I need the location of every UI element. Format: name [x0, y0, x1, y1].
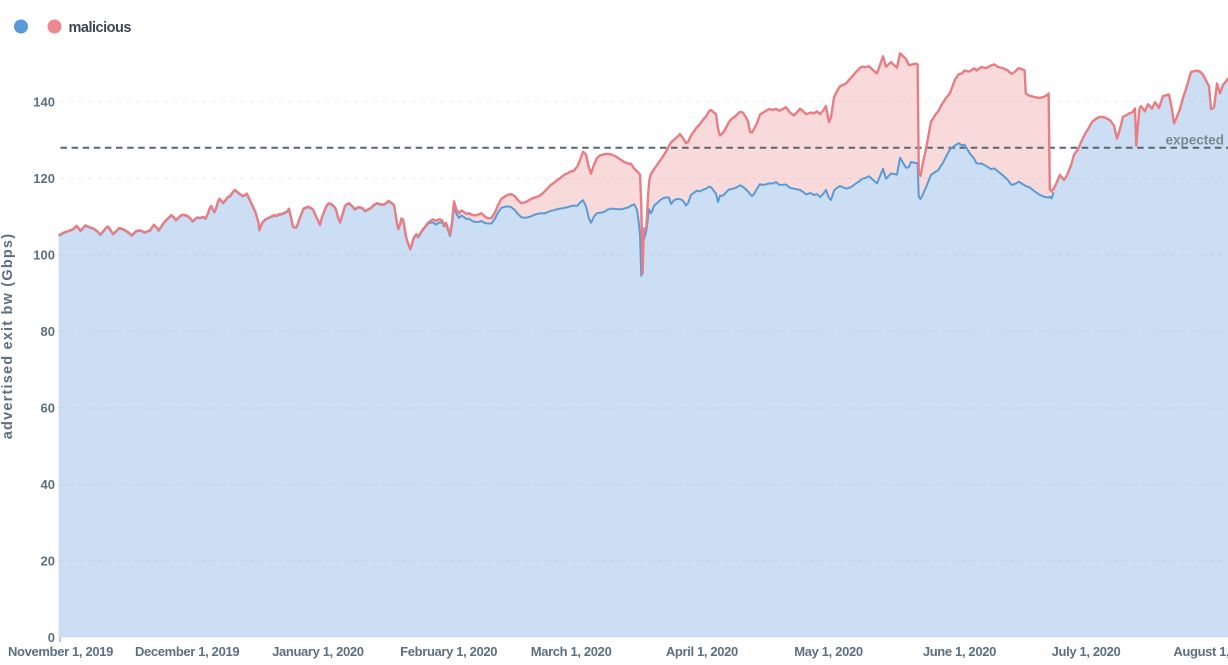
svg-text:20: 20: [41, 554, 55, 569]
svg-text:80: 80: [41, 324, 55, 339]
svg-text:August 1, 2020: August 1, 2020: [1173, 644, 1228, 659]
svg-text:advertised exit bw (Gbps): advertised exit bw (Gbps): [0, 233, 16, 439]
svg-text:120: 120: [33, 171, 55, 186]
svg-text:malicious: malicious: [69, 20, 132, 36]
svg-text:100: 100: [33, 247, 55, 262]
svg-text:40: 40: [41, 477, 55, 492]
svg-text:February 1, 2020: February 1, 2020: [400, 644, 497, 659]
svg-text:July 1, 2020: July 1, 2020: [1052, 644, 1121, 659]
svg-text:140: 140: [33, 94, 55, 109]
svg-text:January 1, 2020: January 1, 2020: [272, 644, 364, 659]
svg-text:60: 60: [41, 400, 55, 415]
svg-text:November 1, 2019: November 1, 2019: [8, 644, 113, 659]
svg-text:March 1, 2020: March 1, 2020: [531, 644, 612, 659]
svg-text:June 1, 2020: June 1, 2020: [923, 644, 996, 659]
svg-text:expected: expected: [1165, 132, 1224, 147]
svg-text:December 1, 2019: December 1, 2019: [135, 644, 239, 659]
svg-text:0: 0: [48, 630, 55, 645]
svg-text:May 1, 2020: May 1, 2020: [794, 644, 863, 659]
svg-text:April 1, 2020: April 1, 2020: [666, 644, 738, 659]
